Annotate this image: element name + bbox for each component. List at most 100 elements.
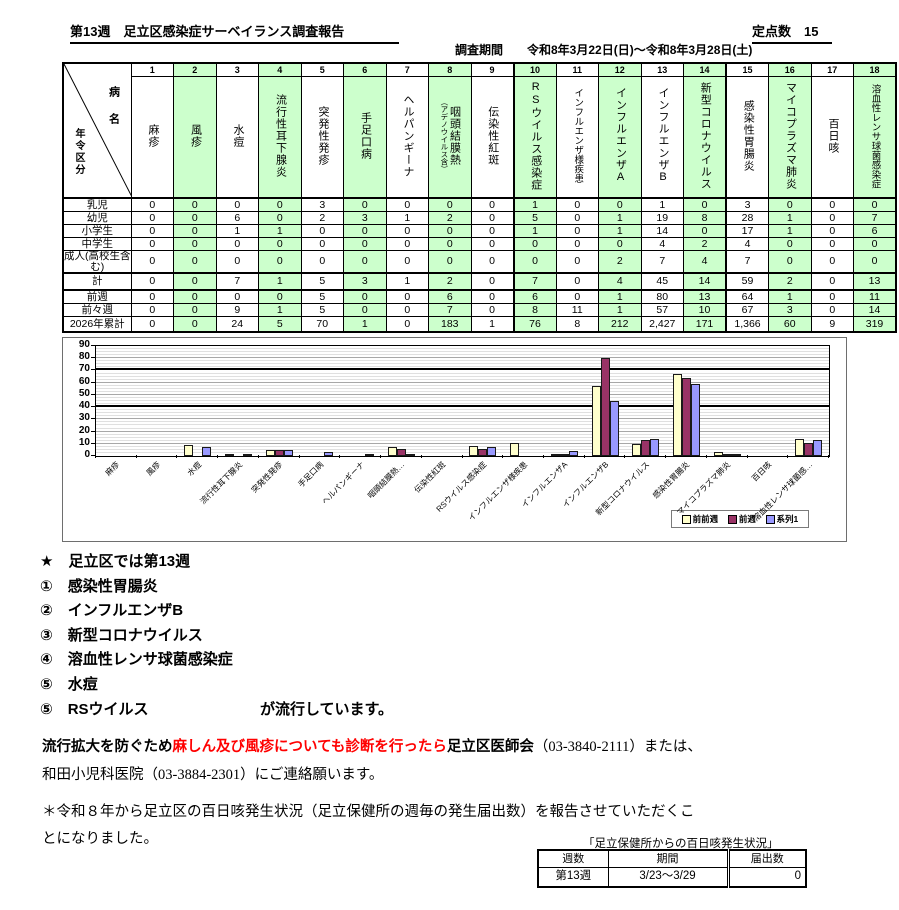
disease-name: インフルエンザA bbox=[614, 87, 627, 185]
disease-name: インフルエンザB bbox=[657, 87, 670, 185]
survey-period-value: 令和8年3月22日(日)～令和8年3月28日(土) bbox=[527, 43, 753, 57]
value-cell: 13 bbox=[853, 272, 897, 291]
value-cell: 0 bbox=[173, 250, 217, 274]
value-cell: 1 bbox=[470, 316, 515, 333]
legend-swatch bbox=[727, 514, 737, 524]
disease-name-cell: 麻疹 bbox=[130, 76, 174, 199]
summary-item-text: 水痘 bbox=[67, 675, 98, 693]
value-cell: 0 bbox=[470, 211, 515, 225]
disease-name-cell: 風疹 bbox=[173, 76, 217, 199]
summary-item-text: 感染性胃腸炎 bbox=[67, 577, 158, 595]
value-cell: 0 bbox=[385, 197, 429, 212]
corner-inner: 病名 年令区分 bbox=[64, 64, 130, 197]
value-cell: 0 bbox=[470, 237, 515, 251]
value-cell: 0 bbox=[470, 250, 515, 274]
value-cell: 7 bbox=[640, 250, 684, 274]
value-cell: 183 bbox=[428, 316, 472, 333]
gridline-minor bbox=[96, 421, 829, 423]
disease-name: 感染性胃腸炎 bbox=[742, 99, 755, 172]
pertussis-table: 週数 期間 届出数 第13週 3/23～3/29 0 bbox=[537, 849, 807, 888]
value-cell: 64 bbox=[725, 289, 769, 304]
value-cell: 0 bbox=[810, 211, 854, 225]
value-cell: 0 bbox=[555, 250, 599, 274]
column-number: 2 bbox=[173, 62, 217, 77]
gridline-minor bbox=[96, 415, 829, 417]
value-cell: 0 bbox=[810, 272, 854, 291]
gridline-minor bbox=[96, 433, 829, 435]
gridline-minor bbox=[96, 351, 829, 353]
table-row: 乳児 0 0 0 0 3 0 0 0 0 1 0 0 1 0 3 0 0 0 bbox=[62, 197, 897, 212]
chart-bar bbox=[550, 454, 560, 456]
gridline-dark bbox=[96, 368, 829, 371]
value-cell: 319 bbox=[853, 316, 897, 333]
value-cell: 0 bbox=[428, 197, 472, 212]
column-number: 4 bbox=[258, 62, 302, 77]
weekly-comparison-chart: 前前週 前週 系列1 0 10 20 30 40 50 60 70 80 90 麻疹 風疹 水痘 流行性耳下腺… bbox=[62, 337, 847, 542]
value-cell: 0 bbox=[215, 289, 259, 304]
chart-bar bbox=[274, 450, 284, 456]
value-cell: 0 bbox=[385, 250, 429, 274]
column-number: 1 bbox=[130, 62, 174, 77]
gridline-major bbox=[96, 418, 829, 420]
value-cell: 1 bbox=[598, 303, 642, 317]
summary-item-text: RSウイルス bbox=[67, 700, 149, 718]
value-cell: 0 bbox=[810, 289, 854, 304]
value-cell: 4 bbox=[640, 237, 684, 251]
summary-item-number: ① bbox=[40, 577, 68, 595]
value-cell: 0 bbox=[428, 250, 472, 274]
value-cell: 10 bbox=[683, 303, 727, 317]
disease-name: RSウイルス感染症 bbox=[529, 80, 542, 191]
chart-bar bbox=[690, 384, 700, 456]
value-cell: 7 bbox=[428, 303, 472, 317]
disease-name: 麻疹 bbox=[147, 123, 160, 148]
summary-headline: ★ 足立区では第13週 bbox=[40, 553, 191, 570]
value-cell: 0 bbox=[130, 303, 174, 317]
value-cell: 2 bbox=[768, 272, 812, 291]
y-axis-label: 20 bbox=[78, 424, 90, 436]
value-cell: 6 bbox=[428, 289, 472, 304]
disease-name: 溶血性レンサ球菌感染症 bbox=[869, 83, 881, 189]
chart-bar bbox=[478, 449, 488, 456]
value-cell: 2 bbox=[428, 211, 472, 225]
gridline-minor bbox=[96, 366, 829, 368]
table-disease-name-row: 麻疹 風疹 水痘 流行性耳下腺炎 突発性発疹 手足口病 ヘルパンギーナ 咽頭結膜熱 （アデノウイ… bbox=[63, 76, 897, 199]
notice-serif: （03-3840-2111）または、 bbox=[533, 739, 702, 755]
gridline-minor bbox=[96, 378, 829, 380]
value-cell: 0 bbox=[300, 224, 344, 238]
y-axis-tick bbox=[91, 345, 95, 346]
value-cell: 4 bbox=[683, 250, 727, 274]
value-cell: 0 bbox=[555, 211, 599, 225]
gridline-minor bbox=[96, 400, 829, 401]
x-axis-tick bbox=[135, 455, 137, 458]
gridline-minor bbox=[96, 409, 829, 411]
disease-name: 百日咳 bbox=[827, 117, 840, 154]
summary-item-number: ② bbox=[40, 602, 68, 620]
chart-bar bbox=[265, 450, 275, 456]
column-number: 5 bbox=[300, 62, 344, 77]
notice-black1: 流行拡大を防ぐため bbox=[42, 739, 173, 755]
value-cell: 1 bbox=[598, 289, 642, 304]
value-cell: 2 bbox=[683, 237, 727, 251]
value-cell: 0 bbox=[300, 250, 344, 274]
disease-name-cell: 新型コロナウイルス bbox=[683, 76, 727, 199]
gridline-minor bbox=[96, 396, 829, 398]
value-cell: 6 bbox=[215, 211, 259, 225]
value-cell: 9 bbox=[810, 316, 854, 333]
y-axis-label: 70 bbox=[78, 363, 90, 375]
disease-name-cell: RSウイルス感染症 bbox=[513, 76, 557, 199]
value-cell: 1 bbox=[258, 224, 302, 238]
disease-name-sub: （アデノウイルス含） bbox=[439, 98, 449, 174]
gridline-minor bbox=[96, 451, 829, 453]
value-cell: 5 bbox=[258, 316, 302, 333]
value-cell: 0 bbox=[385, 289, 429, 304]
disease-name-cell: 溶血性レンサ球菌感染症 bbox=[853, 76, 897, 199]
chart-bar bbox=[469, 446, 479, 456]
pertussis-note-line1: ＊令和８年から足立区の百日咳発生状況（足立保健所の週毎の発生届出数）を報告させて… bbox=[42, 804, 695, 820]
x-axis-tick bbox=[583, 455, 585, 458]
disease-name: 突発性発疹 bbox=[317, 105, 330, 166]
chart-bar bbox=[202, 447, 212, 456]
summary-item-number: ⑤ bbox=[40, 675, 68, 693]
value-cell: 0 bbox=[853, 250, 897, 274]
y-axis-label: 30 bbox=[78, 412, 90, 424]
value-cell: 0 bbox=[810, 224, 854, 238]
